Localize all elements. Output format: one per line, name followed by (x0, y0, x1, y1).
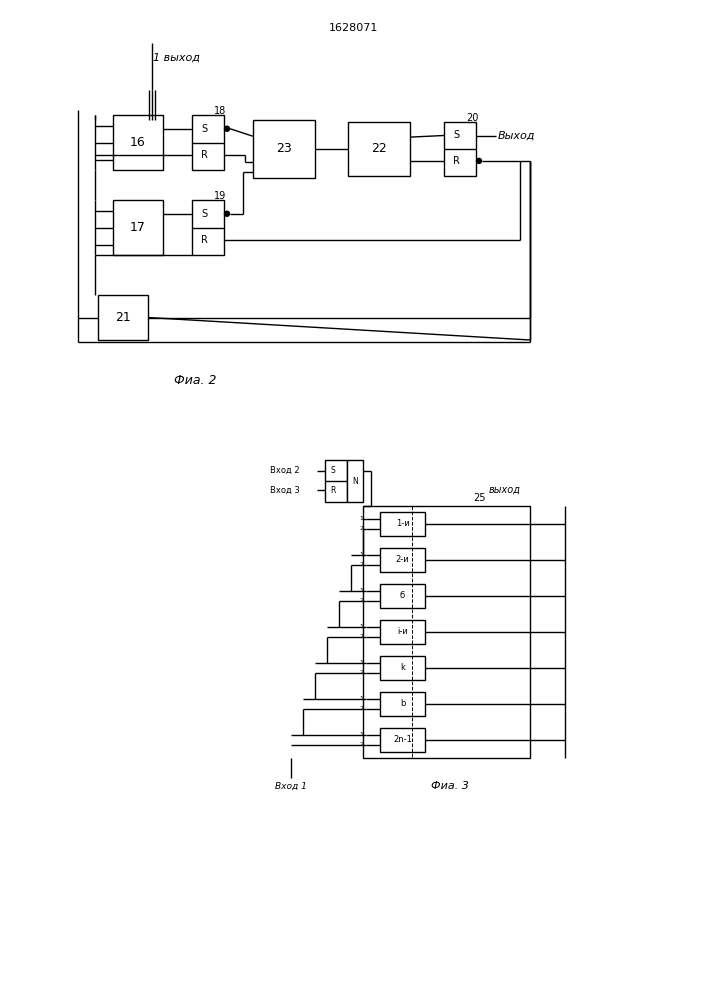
Text: 1: 1 (359, 552, 363, 558)
Text: R: R (452, 156, 460, 166)
Bar (325, 460, 347, 502)
Text: 1-и: 1-и (396, 520, 409, 528)
Bar (380, 512, 425, 536)
Text: 2: 2 (359, 562, 363, 568)
Text: Фиа. 3: Фиа. 3 (431, 781, 469, 791)
Bar (348, 122, 410, 176)
Text: Вход 1: Вход 1 (275, 782, 307, 790)
Text: S: S (331, 466, 335, 475)
Bar (113, 200, 163, 255)
Text: R: R (201, 235, 207, 245)
Text: 2: 2 (359, 526, 363, 532)
Text: b: b (400, 700, 405, 708)
Text: R: R (201, 150, 207, 160)
Bar (347, 460, 363, 502)
Text: S: S (201, 209, 207, 219)
Text: k: k (400, 664, 405, 672)
Text: 1628071: 1628071 (329, 23, 379, 33)
Text: 25: 25 (474, 493, 486, 503)
Text: 2: 2 (359, 635, 363, 640)
Bar (253, 120, 315, 178)
Text: S: S (453, 130, 459, 140)
Text: 1: 1 (359, 732, 363, 738)
Text: 16: 16 (130, 136, 146, 149)
Text: 2: 2 (359, 742, 363, 748)
Text: 2: 2 (359, 598, 363, 603)
Bar (380, 656, 425, 680)
Text: 17: 17 (130, 221, 146, 234)
Text: 20: 20 (466, 113, 478, 123)
Text: Фиа. 2: Фиа. 2 (174, 373, 216, 386)
Circle shape (225, 211, 230, 216)
Text: 2: 2 (359, 706, 363, 712)
Text: 18: 18 (214, 106, 226, 116)
Text: 2-и: 2-и (396, 556, 409, 564)
Text: i-и: i-и (397, 628, 408, 637)
Text: 1: 1 (359, 660, 363, 666)
Text: R: R (330, 486, 336, 495)
Bar (380, 620, 425, 644)
Text: 23: 23 (276, 142, 292, 155)
Text: Выход: Выход (498, 130, 535, 140)
Circle shape (225, 126, 230, 131)
Bar (380, 728, 425, 752)
Text: выход: выход (489, 485, 521, 495)
Bar (380, 584, 425, 608)
Text: 2: 2 (359, 670, 363, 676)
Text: 1: 1 (359, 516, 363, 522)
Bar (444, 122, 476, 176)
Text: S: S (201, 124, 207, 134)
Bar (380, 548, 425, 572)
Text: 1 выход: 1 выход (153, 53, 200, 63)
Bar (192, 115, 224, 170)
Bar (192, 200, 224, 255)
Text: 2n-1: 2n-1 (393, 736, 412, 744)
Text: 21: 21 (115, 311, 131, 324)
Text: N: N (352, 477, 358, 486)
Text: б: б (400, 591, 405, 600)
Text: Вход 2: Вход 2 (270, 466, 300, 475)
Bar (98, 295, 148, 340)
Text: 22: 22 (371, 142, 387, 155)
Bar (363, 506, 530, 758)
Circle shape (477, 158, 481, 163)
Text: 1: 1 (359, 696, 363, 702)
Text: 1: 1 (359, 588, 363, 593)
Bar (113, 115, 163, 170)
Bar (380, 692, 425, 716)
Text: Вход 3: Вход 3 (270, 486, 300, 495)
Text: 19: 19 (214, 191, 226, 201)
Text: 1: 1 (359, 624, 363, 630)
